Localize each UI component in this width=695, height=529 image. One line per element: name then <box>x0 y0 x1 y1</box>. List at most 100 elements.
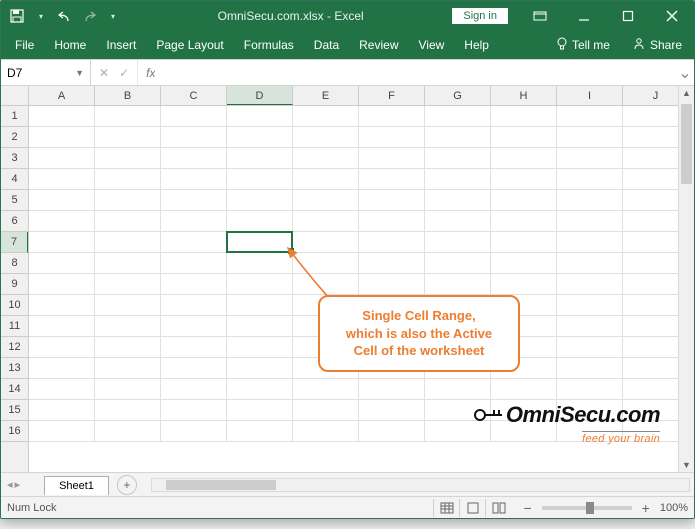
vertical-scroll-thumb[interactable] <box>681 104 692 184</box>
undo-icon[interactable] <box>55 6 75 26</box>
zoom-in-button[interactable]: + <box>638 500 654 516</box>
zoom-out-button[interactable]: − <box>519 500 535 516</box>
title-bar: ▾ ▾ OmniSecu.com.xlsx - Excel Sign in <box>1 1 694 31</box>
logo-tagline: feed your brain <box>582 431 660 445</box>
next-sheet-icon[interactable]: ▸ <box>15 478 21 491</box>
tab-view[interactable]: View <box>409 32 455 58</box>
qat-dropdown-icon[interactable]: ▾ <box>31 6 51 26</box>
status-numlock: Num Lock <box>7 502 57 514</box>
share-label: Share <box>650 38 682 52</box>
row-header-2[interactable]: 2 <box>1 127 28 148</box>
column-header-E[interactable]: E <box>293 86 359 105</box>
zoom-slider[interactable] <box>542 506 632 510</box>
prev-sheet-icon[interactable]: ◂ <box>7 478 13 491</box>
close-button[interactable] <box>650 1 694 31</box>
customize-qat-icon[interactable]: ▾ <box>103 6 123 26</box>
insert-function-icon[interactable]: fx <box>146 66 155 80</box>
row-header-11[interactable]: 11 <box>1 316 28 337</box>
row-header-5[interactable]: 5 <box>1 190 28 211</box>
key-icon <box>474 403 504 429</box>
vertical-scrollbar[interactable]: ▲ ▼ <box>678 86 694 472</box>
quick-access-toolbar: ▾ ▾ <box>1 6 129 26</box>
omnisecu-logo: OmniSecu.com feed your brain <box>450 402 660 447</box>
normal-view-icon[interactable] <box>433 499 459 517</box>
horizontal-scroll-thumb[interactable] <box>166 480 276 490</box>
column-header-C[interactable]: C <box>161 86 227 105</box>
tab-review[interactable]: Review <box>349 32 408 58</box>
sheet-nav-arrows[interactable]: ◂ ▸ <box>1 478 26 491</box>
tab-formulas[interactable]: Formulas <box>234 32 304 58</box>
column-header-H[interactable]: H <box>491 86 557 105</box>
row-header-7[interactable]: 7 <box>1 232 28 253</box>
callout-line1: Single Cell Range, <box>362 308 475 323</box>
row-headers: 12345678910111213141516 <box>1 106 29 472</box>
tell-me-button[interactable]: Tell me <box>546 31 620 60</box>
row-header-15[interactable]: 15 <box>1 400 28 421</box>
formula-bar-buttons: ✕ ✓ <box>91 60 138 85</box>
name-box-value: D7 <box>7 66 75 80</box>
lightbulb-icon <box>556 37 568 54</box>
column-header-D[interactable]: D <box>227 86 293 105</box>
logo-text: OmniSecu.com <box>506 402 660 427</box>
name-box-dropdown-icon[interactable]: ▼ <box>75 68 84 78</box>
tab-file[interactable]: File <box>5 32 44 58</box>
column-header-I[interactable]: I <box>557 86 623 105</box>
row-header-14[interactable]: 14 <box>1 379 28 400</box>
column-header-A[interactable]: A <box>29 86 95 105</box>
column-header-B[interactable]: B <box>95 86 161 105</box>
annotation-callout: Single Cell Range, which is also the Act… <box>318 295 520 372</box>
save-icon[interactable] <box>7 6 27 26</box>
scroll-down-icon[interactable]: ▼ <box>679 460 694 470</box>
callout-line3: Cell of the worksheet <box>354 343 485 358</box>
zoom-slider-thumb[interactable] <box>586 502 594 514</box>
row-header-1[interactable]: 1 <box>1 106 28 127</box>
maximize-button[interactable] <box>606 1 650 31</box>
window-title: OmniSecu.com.xlsx - Excel <box>129 9 452 23</box>
status-bar: Num Lock − + 100% <box>1 496 694 518</box>
share-button[interactable]: Share <box>624 33 690 58</box>
view-buttons <box>433 499 511 517</box>
column-headers: ABCDEFGHIJ <box>29 86 694 106</box>
row-header-13[interactable]: 13 <box>1 358 28 379</box>
cancel-icon[interactable]: ✕ <box>99 66 109 80</box>
formula-input[interactable] <box>155 60 676 85</box>
ribbon-display-options-icon[interactable] <box>518 1 562 31</box>
titlebar-right: Sign in <box>452 1 694 31</box>
select-all-corner[interactable] <box>1 86 29 106</box>
callout-line2: which is also the Active <box>346 326 492 341</box>
redo-icon[interactable] <box>79 6 99 26</box>
tab-page-layout[interactable]: Page Layout <box>146 32 233 58</box>
row-header-4[interactable]: 4 <box>1 169 28 190</box>
sign-in-button[interactable]: Sign in <box>452 8 508 24</box>
row-header-10[interactable]: 10 <box>1 295 28 316</box>
sheet-tab-bar: ◂ ▸ Sheet1 + <box>1 472 694 496</box>
page-break-view-icon[interactable] <box>485 499 511 517</box>
share-icon <box>632 37 646 54</box>
row-header-12[interactable]: 12 <box>1 337 28 358</box>
row-header-6[interactable]: 6 <box>1 211 28 232</box>
tell-me-label: Tell me <box>572 38 610 52</box>
row-header-3[interactable]: 3 <box>1 148 28 169</box>
column-header-F[interactable]: F <box>359 86 425 105</box>
tab-insert[interactable]: Insert <box>96 32 146 58</box>
tab-data[interactable]: Data <box>304 32 349 58</box>
formula-bar: D7 ▼ ✕ ✓ fx ⌄ <box>1 60 694 86</box>
page-layout-view-icon[interactable] <box>459 499 485 517</box>
ribbon-tabs: File Home Insert Page Layout Formulas Da… <box>1 31 694 59</box>
scroll-up-icon[interactable]: ▲ <box>679 88 694 98</box>
expand-formula-bar-icon[interactable]: ⌄ <box>676 63 694 83</box>
name-box[interactable]: D7 ▼ <box>1 60 91 85</box>
new-sheet-button[interactable]: + <box>117 475 137 495</box>
column-header-G[interactable]: G <box>425 86 491 105</box>
row-header-8[interactable]: 8 <box>1 253 28 274</box>
row-header-9[interactable]: 9 <box>1 274 28 295</box>
zoom-percent: 100% <box>660 502 688 514</box>
minimize-button[interactable] <box>562 1 606 31</box>
tab-help[interactable]: Help <box>454 32 499 58</box>
zoom-controls: − + 100% <box>519 500 688 516</box>
horizontal-scrollbar[interactable] <box>151 478 690 492</box>
row-header-16[interactable]: 16 <box>1 421 28 442</box>
sheet-tab-sheet1[interactable]: Sheet1 <box>44 476 109 495</box>
enter-icon[interactable]: ✓ <box>119 66 129 80</box>
tab-home[interactable]: Home <box>44 32 96 58</box>
